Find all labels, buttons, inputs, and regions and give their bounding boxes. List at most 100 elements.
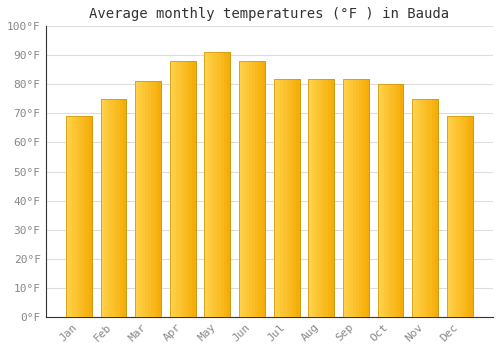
Bar	[100, 99, 126, 317]
Bar	[262, 61, 265, 317]
Bar	[390, 84, 394, 317]
Bar	[350, 78, 352, 317]
Bar	[135, 82, 138, 317]
Bar	[456, 116, 460, 317]
Bar	[180, 61, 182, 317]
Bar	[86, 116, 88, 317]
Bar	[135, 82, 161, 317]
Bar	[418, 99, 422, 317]
Bar	[239, 61, 242, 317]
Bar	[308, 78, 312, 317]
Bar	[79, 116, 82, 317]
Bar	[284, 78, 286, 317]
Bar	[331, 78, 334, 317]
Bar	[343, 78, 369, 317]
Bar	[463, 116, 466, 317]
Bar	[66, 116, 92, 317]
Bar	[384, 84, 387, 317]
Bar	[356, 78, 359, 317]
Bar	[218, 52, 220, 317]
Bar	[274, 78, 299, 317]
Bar	[204, 52, 231, 317]
Bar	[100, 99, 126, 317]
Bar	[422, 99, 425, 317]
Bar	[145, 82, 148, 317]
Bar	[208, 52, 211, 317]
Bar	[446, 116, 472, 317]
Bar	[170, 61, 196, 317]
Bar	[192, 61, 196, 317]
Bar	[416, 99, 418, 317]
Bar	[380, 84, 384, 317]
Bar	[158, 82, 161, 317]
Bar	[154, 82, 158, 317]
Bar	[277, 78, 280, 317]
Bar	[110, 99, 114, 317]
Bar	[400, 84, 404, 317]
Bar	[280, 78, 283, 317]
Bar	[239, 61, 265, 317]
Bar	[460, 116, 463, 317]
Bar	[186, 61, 189, 317]
Bar	[378, 84, 404, 317]
Bar	[387, 84, 390, 317]
Bar	[227, 52, 230, 317]
Bar	[255, 61, 258, 317]
Bar	[170, 61, 173, 317]
Bar	[312, 78, 314, 317]
Title: Average monthly temperatures (°F ) in Bauda: Average monthly temperatures (°F ) in Ba…	[89, 7, 450, 21]
Bar	[204, 52, 231, 317]
Bar	[114, 99, 116, 317]
Bar	[378, 84, 404, 317]
Bar	[412, 99, 416, 317]
Bar	[412, 99, 438, 317]
Bar	[324, 78, 328, 317]
Bar	[69, 116, 72, 317]
Bar	[470, 116, 472, 317]
Bar	[176, 61, 180, 317]
Bar	[296, 78, 300, 317]
Bar	[362, 78, 366, 317]
Bar	[435, 99, 438, 317]
Bar	[428, 99, 432, 317]
Bar	[66, 116, 69, 317]
Bar	[366, 78, 369, 317]
Bar	[100, 99, 104, 317]
Bar	[453, 116, 456, 317]
Bar	[123, 99, 126, 317]
Bar	[378, 84, 380, 317]
Bar	[394, 84, 397, 317]
Bar	[242, 61, 246, 317]
Bar	[446, 116, 450, 317]
Bar	[148, 82, 152, 317]
Bar	[328, 78, 331, 317]
Bar	[120, 99, 123, 317]
Bar	[239, 61, 265, 317]
Bar	[72, 116, 76, 317]
Bar	[432, 99, 435, 317]
Bar	[138, 82, 141, 317]
Bar	[286, 78, 290, 317]
Bar	[359, 78, 362, 317]
Bar	[211, 52, 214, 317]
Bar	[224, 52, 227, 317]
Bar	[343, 78, 369, 317]
Bar	[152, 82, 154, 317]
Bar	[397, 84, 400, 317]
Bar	[173, 61, 176, 317]
Bar	[252, 61, 255, 317]
Bar	[343, 78, 346, 317]
Bar	[107, 99, 110, 317]
Bar	[290, 78, 293, 317]
Bar	[412, 99, 438, 317]
Bar	[135, 82, 161, 317]
Bar	[274, 78, 277, 317]
Bar	[76, 116, 79, 317]
Bar	[446, 116, 472, 317]
Bar	[466, 116, 469, 317]
Bar	[220, 52, 224, 317]
Bar	[318, 78, 321, 317]
Bar	[352, 78, 356, 317]
Bar	[116, 99, 120, 317]
Bar	[104, 99, 107, 317]
